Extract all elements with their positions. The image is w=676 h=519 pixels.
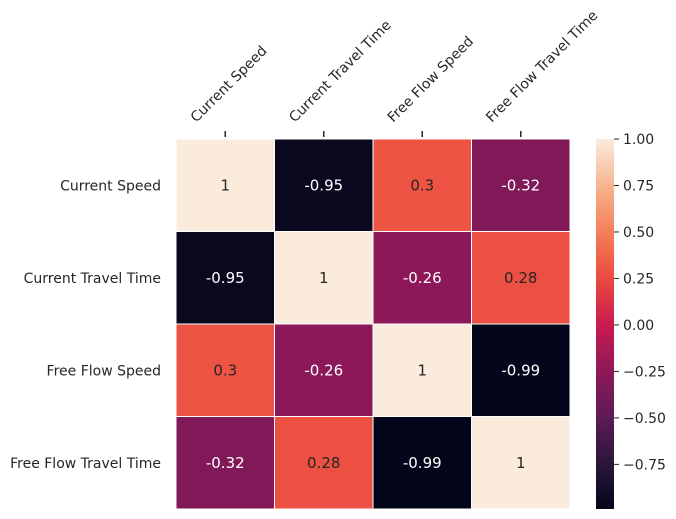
cell-value-label: 1 <box>516 454 526 472</box>
colorbar-tick-label: 0.75 <box>623 178 654 194</box>
colorbar: 1.00 0.75 0.50 0.25 0.00 −0.25 −0.50 −0.75 <box>596 132 666 509</box>
column-label: Current Travel Time <box>286 17 394 125</box>
heatmap-cell <box>471 231 571 325</box>
colorbar-tick-label: −0.75 <box>623 457 666 473</box>
heatmap-cell <box>274 416 374 510</box>
colorbar-tick-label: 0.50 <box>623 225 654 241</box>
colorbar-tick-label: 0.25 <box>623 271 654 287</box>
cell-value-label: -0.32 <box>501 176 540 194</box>
heatmap-cells <box>175 138 571 510</box>
cell-value-label: 1 <box>417 361 427 379</box>
cell-value-label: -0.99 <box>501 361 540 379</box>
column-label: Free Flow Speed <box>385 34 477 126</box>
row-label: Free Flow Travel Time <box>10 456 161 472</box>
cell-value-label: -0.32 <box>206 454 245 472</box>
heatmap-cell <box>372 416 472 510</box>
heatmap-cell-labels: 1 -0.95 0.3 -0.32 -0.95 1 -0.26 0.28 0.3 -0.26 1 -0… <box>206 176 540 472</box>
cell-value-label: -0.95 <box>304 176 343 194</box>
cell-value-label: 0.3 <box>213 361 237 379</box>
colorbar-gradient <box>596 139 614 509</box>
cell-value-label: -0.99 <box>403 454 442 472</box>
cell-value-label: 1 <box>319 269 329 287</box>
row-label: Current Travel Time <box>24 271 161 287</box>
cell-value-label: -0.26 <box>403 269 442 287</box>
colorbar-tick-label: 1.00 <box>623 132 654 148</box>
row-label: Current Speed <box>60 178 161 194</box>
heatmap-cell <box>175 416 275 510</box>
heatmap-cell <box>471 416 571 510</box>
heatmap-cell <box>274 323 374 417</box>
heatmap-cell <box>471 138 571 232</box>
cell-value-label: -0.26 <box>304 361 343 379</box>
cell-value-label: -0.95 <box>206 269 245 287</box>
heatmap-cell <box>175 231 275 325</box>
heatmap-cell <box>471 323 571 417</box>
cell-value-label: 0.3 <box>410 176 434 194</box>
colorbar-tick-label: 0.00 <box>623 318 654 334</box>
heatmap-cell <box>372 138 472 232</box>
cell-value-label: 0.28 <box>307 454 340 472</box>
column-label: Free Flow Travel Time <box>483 8 601 126</box>
row-labels: Current Speed Current Travel Time Free Flo… <box>10 178 161 472</box>
colorbar-tick-label: −0.25 <box>623 364 666 380</box>
heatmap-cell <box>175 138 275 232</box>
cell-value-label: 1 <box>220 176 230 194</box>
column-label: Current Speed <box>188 43 271 126</box>
cell-value-label: 0.28 <box>504 269 537 287</box>
heatmap-cell <box>274 231 374 325</box>
heatmap-cell <box>274 138 374 232</box>
colorbar-tick-label: −0.50 <box>623 411 666 427</box>
row-label: Free Flow Speed <box>47 363 161 379</box>
